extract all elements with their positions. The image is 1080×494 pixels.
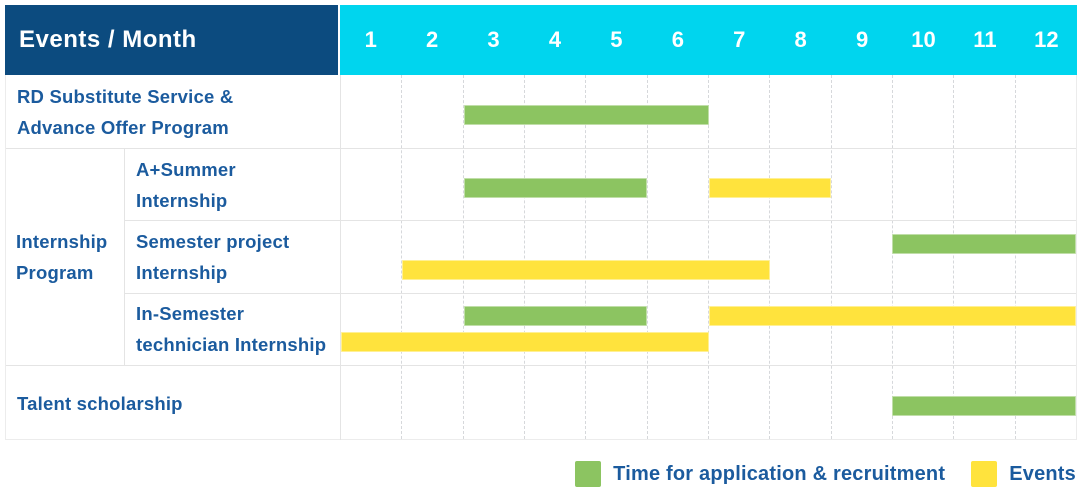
month-gridline xyxy=(646,75,708,439)
internship-program-group: Internship Program A+Summer Internship S… xyxy=(6,148,1076,365)
row-label-talent-scholarship: Talent scholarship xyxy=(6,366,341,440)
month-header-cell: 1 xyxy=(364,27,377,52)
row-label-line: A+Summer xyxy=(136,158,236,180)
legend-item-application: Time for application & recruitment xyxy=(575,461,945,487)
legend: Time for application & recruitment Event… xyxy=(575,461,1076,487)
application-bar xyxy=(463,104,709,125)
row-label-a-summer: A+Summer Internship xyxy=(125,149,341,221)
application-swatch-icon xyxy=(575,461,602,487)
row-label-line: Internship xyxy=(136,189,228,211)
month-gridline xyxy=(891,75,953,439)
table-row: A+Summer Internship xyxy=(125,149,1076,221)
application-bar xyxy=(892,396,1076,416)
event-bar xyxy=(402,259,770,280)
chart-cell xyxy=(341,366,1076,440)
month-header-cell: 9 xyxy=(855,27,869,52)
month-gridlines xyxy=(341,75,1076,439)
month-header-cell: 11 xyxy=(973,27,997,52)
month-gridline xyxy=(830,75,892,439)
month-gridline xyxy=(953,75,1014,439)
events-month-header-cell: Events / Month xyxy=(5,5,340,75)
events-month-table: Events / Month 1 2 3 4 5 6 7 8 9 10 11 12 RD Substi… xyxy=(5,5,1077,440)
month-gridline xyxy=(769,75,830,439)
month-gridline xyxy=(585,75,646,439)
group-label-line: Program xyxy=(16,262,94,283)
month-header-cell: 12 xyxy=(1034,27,1059,52)
chart-cell xyxy=(341,149,1076,220)
group-label-internship-program: Internship Program xyxy=(6,149,125,365)
event-bar xyxy=(708,306,1076,327)
row-label-line: Semester project xyxy=(136,230,290,252)
month-gridline xyxy=(523,75,585,439)
application-bar xyxy=(463,177,648,198)
application-bar xyxy=(463,306,648,327)
month-header-cell: 2 xyxy=(426,27,439,52)
table-row: RD Substitute Service & Advance Offer Pr… xyxy=(6,75,1076,148)
month-header-cell: 4 xyxy=(548,27,562,52)
application-bar xyxy=(892,233,1076,254)
month-header-cell: 7 xyxy=(733,27,746,52)
row-label-line: Talent scholarship xyxy=(17,392,183,414)
row-label-line: Advance Offer Program xyxy=(17,116,229,138)
row-label-line: In-Semester xyxy=(136,303,245,325)
event-bar xyxy=(708,177,831,198)
row-label-rd-substitute: RD Substitute Service & Advance Offer Pr… xyxy=(6,75,341,148)
month-header-cell: 10 xyxy=(911,27,936,52)
row-label-line: RD Substitute Service & xyxy=(17,85,234,107)
table-row: Talent scholarship xyxy=(6,365,1076,440)
legend-label: Time for application & recruitment xyxy=(613,462,946,485)
legend-item-events: Events xyxy=(971,461,1076,487)
month-gridline xyxy=(1014,75,1076,439)
row-label-in-semester: In-Semester technician Internship xyxy=(125,293,341,365)
events-swatch-icon xyxy=(971,461,998,487)
month-gridline xyxy=(401,75,462,439)
row-label-semester-project: Semester project Internship xyxy=(125,221,341,293)
table-title: Events / Month xyxy=(19,26,197,53)
table-header-row: Events / Month 1 2 3 4 5 6 7 8 9 10 11 12 xyxy=(5,5,1077,75)
months-header: 1 2 3 4 5 6 7 8 9 10 11 12 xyxy=(340,5,1077,75)
group-label-line: Internship xyxy=(16,231,108,252)
month-header-cell: 6 xyxy=(671,27,684,52)
row-label-line: Internship xyxy=(136,261,228,283)
row-label-line: technician Internship xyxy=(136,334,327,356)
month-header-cell: 5 xyxy=(610,27,623,52)
table-body: RD Substitute Service & Advance Offer Pr… xyxy=(5,75,1077,440)
chart-cell xyxy=(341,75,1076,148)
event-bar xyxy=(341,332,709,353)
chart-cell xyxy=(341,221,1076,292)
table-row: Semester project Internship xyxy=(125,220,1076,293)
month-header-cell: 3 xyxy=(487,27,500,52)
month-gridline xyxy=(707,75,769,439)
legend-label: Events xyxy=(1009,462,1076,485)
month-header-cell: 8 xyxy=(794,27,807,52)
group-subrows: A+Summer Internship Semester project Int… xyxy=(125,149,1076,365)
chart-cell xyxy=(341,294,1076,365)
month-gridline xyxy=(462,75,524,439)
table-row: In-Semester technician Internship xyxy=(125,292,1076,365)
